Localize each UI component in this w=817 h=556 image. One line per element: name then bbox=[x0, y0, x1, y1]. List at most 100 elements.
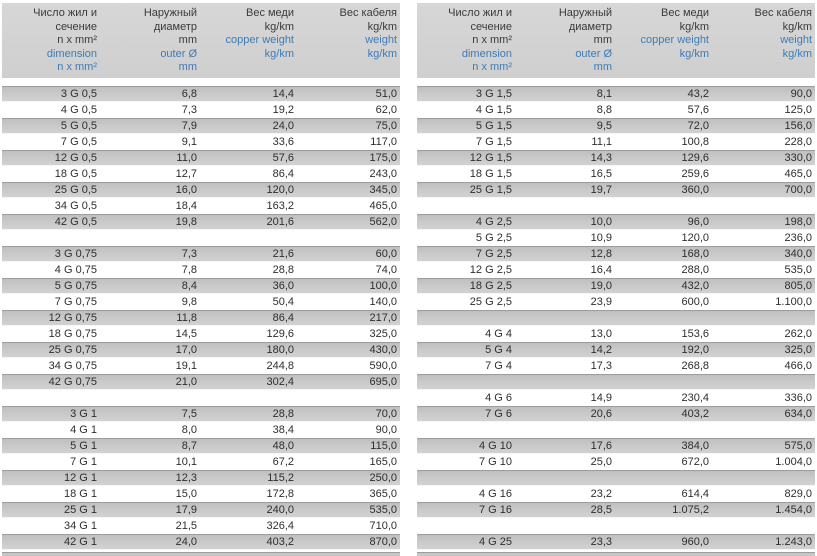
cell-outer-diameter: 11,8 bbox=[176, 312, 197, 324]
cell-dimension: 3 G 1 bbox=[70, 408, 97, 420]
cell-outer-diameter: 21,0 bbox=[175, 376, 197, 388]
cell-outer-diameter: 19,0 bbox=[590, 280, 612, 292]
cell-dimension: 4 G 4 bbox=[485, 328, 512, 340]
table-header: Число жил и сечение n x mm² dimension n x mm… bbox=[417, 3, 815, 78]
cell-copper-weight: 192,0 bbox=[681, 344, 709, 356]
table-row: 18 G 1,5 16,5 259,6 465,0 bbox=[417, 166, 815, 182]
header-line-ru-1: kg/km bbox=[367, 20, 397, 33]
cell-dimension: 42 G 1 bbox=[63, 536, 97, 548]
separator-row bbox=[2, 230, 400, 246]
header-line-ru-2: mm bbox=[593, 34, 612, 46]
table-row: 4 G 6 14,9 230,4 336,0 bbox=[417, 390, 815, 406]
cell-outer-diameter: 12,7 bbox=[175, 168, 197, 180]
cell-cable-weight: 115,0 bbox=[370, 440, 397, 452]
table-row: 18 G 1 15,0 172,8 365,0 bbox=[2, 486, 400, 502]
header-line-ru-1: диаметр bbox=[153, 20, 197, 33]
table-row: 18 G 0,5 12,7 86,4 243,0 bbox=[2, 166, 400, 182]
cell-dimension: 34 G 1 bbox=[63, 520, 97, 532]
cell-copper-weight: 268,8 bbox=[681, 360, 709, 372]
table-row: 5 G 0,75 8,4 36,0 100,0 bbox=[2, 278, 400, 294]
cell-copper-weight: 43,2 bbox=[687, 88, 709, 100]
cell-copper-weight: 172,8 bbox=[266, 488, 294, 500]
cell-dimension: 4 G 1 bbox=[70, 424, 97, 436]
table-row: 42 G 0,75 21,0 302,4 695,0 bbox=[2, 374, 400, 390]
cell-dimension: 4 G 0,75 bbox=[54, 264, 97, 276]
cell-copper-weight: 168,0 bbox=[681, 248, 709, 260]
table-row: 4 G 4 13,0 153,6 262,0 bbox=[417, 326, 815, 342]
separator-row bbox=[417, 422, 815, 438]
header-line-en-1: kg/km bbox=[782, 47, 812, 60]
cell-cable-weight: 1.243,0 bbox=[775, 536, 812, 548]
header-line-en-0: copper weight bbox=[640, 34, 710, 46]
cell-copper-weight: 120,0 bbox=[681, 232, 709, 244]
table-row: 12 G 1 12,3 115,2 250,0 bbox=[2, 470, 400, 486]
cell-cable-weight: 75,0 bbox=[375, 120, 397, 132]
cell-cable-weight: 634,0 bbox=[784, 408, 812, 420]
cell-outer-diameter: 12,8 bbox=[590, 248, 612, 260]
cell-outer-diameter: 17,9 bbox=[175, 504, 197, 516]
cell-outer-diameter: 8,4 bbox=[181, 280, 197, 292]
cell-dimension: 3 G 1,5 bbox=[475, 88, 512, 100]
cell-cable-weight: 590,0 bbox=[369, 360, 397, 372]
table-row: 4 G 1,5 8,8 57,6 125,0 bbox=[417, 102, 815, 118]
header-line-en-1: n x mm² bbox=[57, 61, 97, 73]
table-row: 4 G 0,5 7,3 19,2 62,0 bbox=[2, 102, 400, 118]
header-line-ru-1: сечение bbox=[470, 20, 512, 33]
cell-dimension: 4 G 2,5 bbox=[475, 216, 512, 228]
cell-copper-weight: 28,8 bbox=[272, 408, 294, 420]
cell-cable-weight: 60,0 bbox=[375, 248, 397, 260]
table-row: 12 G 0,5 11,0 57,6 175,0 bbox=[2, 150, 400, 166]
cell-dimension: 18 G 2,5 bbox=[469, 280, 512, 292]
table-row: 25 G 0,5 16,0 120,0 345,0 bbox=[2, 182, 400, 198]
header-line-ru-0: Вес меди bbox=[660, 7, 709, 19]
cell-dimension: 34 G 0,5 bbox=[54, 200, 97, 212]
table-row: 12 G 0,75 11,8 86,4 217,0 bbox=[2, 310, 400, 326]
cell-cable-weight: 465,0 bbox=[369, 200, 397, 212]
cell-copper-weight: 36,0 bbox=[272, 280, 294, 292]
cell-cable-weight: 700,0 bbox=[784, 184, 812, 196]
cell-dimension: 12 G 1 bbox=[63, 472, 97, 484]
cell-outer-diameter: 20,6 bbox=[590, 408, 612, 420]
header-line-ru-0: Вес меди bbox=[245, 7, 294, 19]
cell-dimension: 5 G 4 bbox=[485, 344, 512, 356]
cell-copper-weight: 120,0 bbox=[266, 184, 294, 196]
table-row: 5 G 1 8,7 48,0 115,0 bbox=[2, 438, 400, 454]
cell-dimension: 5 G 1 bbox=[70, 440, 97, 452]
table-row: 12 G 1,5 14,3 129,6 330,0 bbox=[417, 150, 815, 166]
cell-outer-diameter: 12,3 bbox=[175, 472, 197, 484]
table-row: 4 G 1 8,0 38,4 90,0 bbox=[2, 422, 400, 438]
cell-cable-weight: 336,0 bbox=[784, 392, 812, 404]
cell-cable-weight: 1.004,0 bbox=[775, 456, 812, 468]
cell-copper-weight: 129,6 bbox=[681, 152, 709, 164]
cell-dimension: 3 G 0,5 bbox=[60, 88, 97, 100]
cell-dimension: 3 G 0,75 bbox=[54, 248, 97, 260]
cell-outer-diameter: 23,2 bbox=[590, 488, 612, 500]
header-cell: Вес кабеля kg/km weight kg/km bbox=[297, 3, 400, 78]
table-row: 7 G 1,5 11,1 100,8 228,0 bbox=[417, 134, 815, 150]
cell-outer-diameter: 14,5 bbox=[175, 328, 197, 340]
header-line-en-1: kg/km bbox=[264, 47, 294, 60]
cell-dimension: 25 G 0,75 bbox=[48, 344, 97, 356]
separator-row bbox=[417, 310, 815, 326]
header-line-ru-0: Число жил и bbox=[448, 7, 512, 19]
header-line-ru-2: n x mm² bbox=[57, 34, 97, 46]
separator-row bbox=[417, 374, 815, 390]
cell-copper-weight: 1.075,2 bbox=[672, 504, 709, 516]
table-row: 7 G 0,5 9,1 33,6 117,0 bbox=[2, 134, 400, 150]
table-row: 3 G 0,5 6,8 14,4 51,0 bbox=[2, 86, 400, 102]
cell-copper-weight: 21,6 bbox=[272, 248, 294, 260]
cell-copper-weight: 672,0 bbox=[681, 456, 709, 468]
table-row: 25 G 2,5 23,9 600,0 1.100,0 bbox=[417, 294, 815, 310]
cell-dimension: 18 G 0,5 bbox=[54, 168, 97, 180]
cell-outer-diameter: 24,0 bbox=[175, 536, 197, 548]
table-row: 5 G 0,5 7,9 24,0 75,0 bbox=[2, 118, 400, 134]
cell-outer-diameter: 11,0 bbox=[176, 152, 197, 164]
cell-cable-weight: 695,0 bbox=[369, 376, 397, 388]
header-line-ru-1: kg/km bbox=[264, 20, 294, 33]
cell-copper-weight: 50,4 bbox=[272, 296, 294, 308]
cell-outer-diameter: 9,1 bbox=[181, 136, 197, 148]
table-row: 3 G 1,5 8,1 43,2 90,0 bbox=[417, 86, 815, 102]
cell-dimension: 25 G 0,5 bbox=[54, 184, 97, 196]
cell-copper-weight: 403,2 bbox=[681, 408, 709, 420]
table-row: 3 G 1 7,5 28,8 70,0 bbox=[2, 406, 400, 422]
